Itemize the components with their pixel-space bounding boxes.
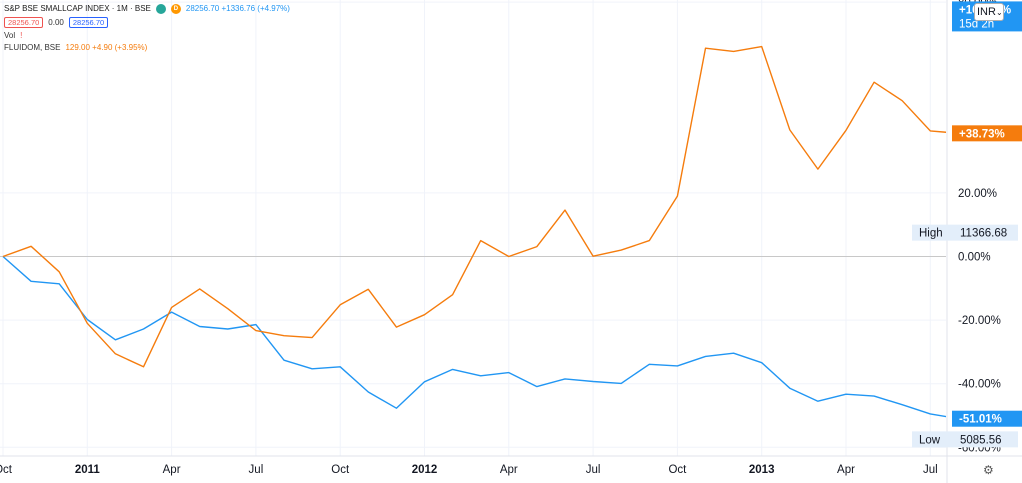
high-low-badge xyxy=(912,431,1018,448)
high-low-value: 5085.56 xyxy=(960,434,1002,446)
index-title: S&P BSE SMALLCAP INDEX · 1M · BSE xyxy=(4,4,151,13)
x-tick-label: 2012 xyxy=(412,464,438,476)
compare-symbol[interactable]: FLUIDOM, BSE xyxy=(4,43,61,52)
x-tick-label: Oct xyxy=(668,464,687,476)
high-low-label: High xyxy=(919,228,943,240)
x-tick-label: Jul xyxy=(586,464,601,476)
compare-values: 129.00 +4.90 (+3.95%) xyxy=(65,43,148,52)
price-badge-text: -51.01% xyxy=(959,414,1002,426)
y-tick-label: 0.00% xyxy=(958,252,991,264)
ask-box[interactable]: 28256.70 xyxy=(68,16,109,29)
delayed-data-icon[interactable]: D xyxy=(170,4,181,14)
gear-icon[interactable]: ⚙ xyxy=(983,463,994,477)
currency-label: INR xyxy=(977,6,996,18)
market-status-icon[interactable] xyxy=(155,4,166,14)
index-values: 28256.70 +1336.76 (+4.97%) xyxy=(185,4,290,13)
x-tick-label: 2013 xyxy=(749,464,775,476)
x-tick-label: Apr xyxy=(500,464,518,476)
high-low-labels: High 11366.68 Low 5085.56 xyxy=(912,224,1018,448)
spread-value: 0.00 xyxy=(48,17,64,27)
x-tick-label: Apr xyxy=(837,464,855,476)
grid xyxy=(0,0,946,456)
high-low-label: Low xyxy=(919,434,941,446)
x-tick-label: Jul xyxy=(249,464,264,476)
high-low-value: 11366.68 xyxy=(960,228,1007,240)
x-tick-label: Apr xyxy=(163,464,181,476)
legend-row-index: S&P BSE SMALLCAP INDEX · 1M · BSE D 2825… xyxy=(4,3,290,15)
x-tick-label: Jul xyxy=(923,464,938,476)
high-low-badge xyxy=(912,224,1018,241)
chevron-down-icon: ⌄ xyxy=(995,8,1003,17)
bid-box[interactable]: 28256.70 xyxy=(4,16,44,29)
y-tick-label: 20.00% xyxy=(958,188,997,200)
price-badges: +166.63%15d 2h+38.73%-51.01% xyxy=(952,1,1022,427)
x-tick-label: 2011 xyxy=(75,464,101,476)
x-tick-labels: Oct 2011 Apr Jul Oct 2012 Apr Jul Oct 2013 Apr Jul xyxy=(0,464,938,476)
price-badge-text: +38.73% xyxy=(959,128,1005,140)
warning-flag-icon[interactable]: ! xyxy=(20,31,23,40)
x-tick-label: Oct xyxy=(331,464,350,476)
legend-row-quotes: 28256.70 0.00 28256.70 xyxy=(4,15,290,30)
legend-row-compare: FLUIDOM, BSE 129.00 +4.90 (+3.95%) xyxy=(4,42,290,54)
legend-row-volume: Vol ! xyxy=(4,30,290,42)
x-tick-label: Oct xyxy=(0,464,13,476)
y-tick-label: -40.00% xyxy=(958,379,1001,391)
series-line-1 xyxy=(2,45,946,368)
legend: S&P BSE SMALLCAP INDEX · 1M · BSE D 2825… xyxy=(4,3,290,54)
series-line-0 xyxy=(2,255,946,418)
volume-label[interactable]: Vol xyxy=(4,31,16,40)
price-badge-2 xyxy=(952,410,1022,427)
series-group xyxy=(2,45,946,418)
currency-selector-button[interactable]: INR⌄ xyxy=(974,3,1004,21)
price-badge-1 xyxy=(952,125,1022,142)
price-badge-text: 15d 2h xyxy=(959,18,994,30)
y-tick-label: -20.00% xyxy=(958,315,1001,327)
